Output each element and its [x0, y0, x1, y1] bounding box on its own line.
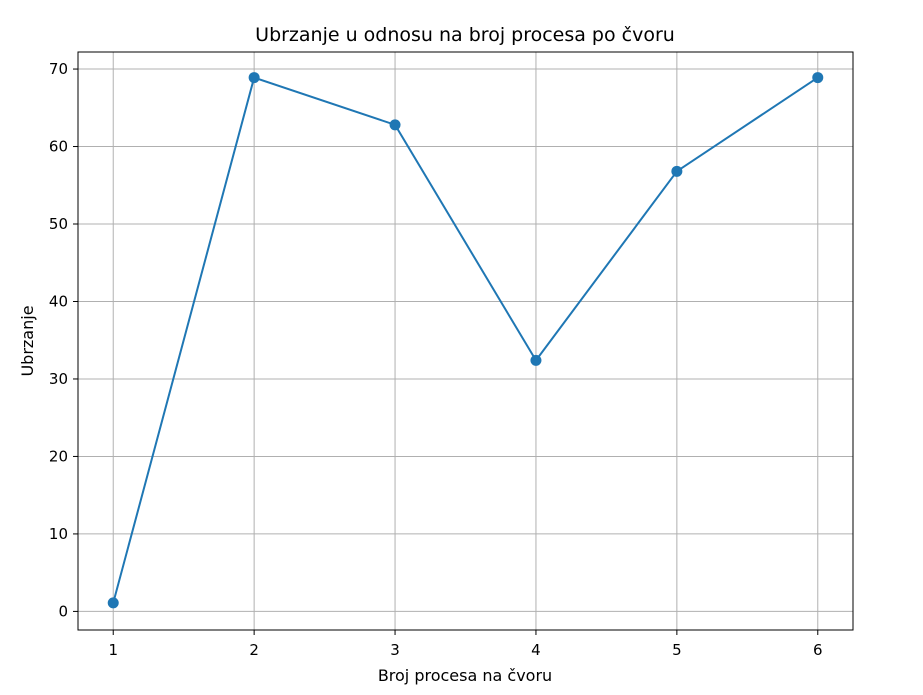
series-layer	[107, 72, 824, 609]
x-tick-label: 3	[390, 641, 400, 659]
y-axis-label: Ubrzanje	[18, 305, 37, 376]
data-point	[812, 72, 824, 84]
y-tick-label: 20	[49, 447, 68, 465]
y-tick-label: 50	[49, 215, 68, 233]
data-point	[248, 72, 260, 84]
x-tick-label: 6	[813, 641, 823, 659]
data-point	[530, 354, 542, 366]
plot-frame	[77, 51, 854, 631]
y-tick-label: 40	[49, 292, 68, 310]
y-tick-label: 0	[58, 602, 68, 620]
y-axis-ticks: 0 10 20 30 40 50 60 70	[49, 60, 78, 620]
y-tick-label: 60	[49, 138, 68, 156]
y-tick-label: 70	[49, 60, 68, 78]
x-tick-label: 1	[108, 641, 118, 659]
x-tick-label: 5	[672, 641, 682, 659]
chart-title: Ubrzanje u odnosu na broj procesa po čvo…	[255, 24, 675, 46]
data-point	[107, 597, 119, 609]
x-axis-ticks: 1 2 3 4 5 6	[108, 630, 823, 659]
x-axis-label: Broj procesa na čvoru	[378, 666, 552, 685]
y-tick-label: 10	[49, 525, 68, 543]
y-tick-label: 30	[49, 370, 68, 388]
x-tick-label: 2	[249, 641, 259, 659]
series-line	[112, 76, 819, 604]
data-point	[671, 165, 683, 177]
x-tick-label: 4	[531, 641, 541, 659]
data-point	[389, 119, 401, 131]
grid-lines	[78, 52, 853, 630]
